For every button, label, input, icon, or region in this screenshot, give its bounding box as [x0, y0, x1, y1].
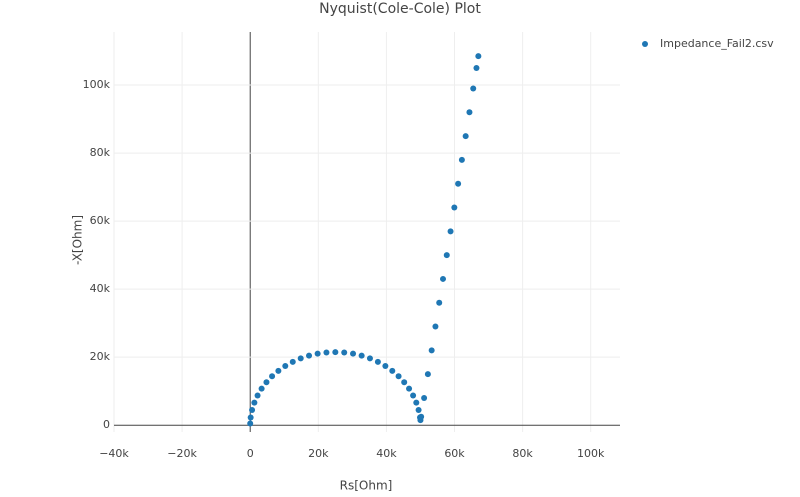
point — [395, 373, 402, 380]
point — [350, 350, 357, 357]
point — [410, 392, 417, 399]
point — [247, 414, 254, 421]
point — [418, 413, 425, 420]
point — [415, 406, 422, 413]
point — [406, 385, 413, 392]
y-tick-label: 60k — [90, 214, 111, 227]
point — [314, 350, 321, 357]
point — [247, 420, 254, 427]
point — [332, 349, 339, 356]
y-tick-label: 0 — [103, 418, 110, 431]
point — [458, 156, 465, 163]
x-tick-label: −20k — [167, 447, 197, 460]
point — [451, 204, 458, 211]
point — [297, 355, 304, 362]
point — [389, 367, 396, 374]
point — [439, 275, 446, 282]
point — [443, 252, 450, 259]
chart-title: Nyquist(Cole-Cole) Plot — [319, 1, 481, 17]
x-axis-title: Rs[Ohm] — [340, 479, 393, 493]
point — [473, 65, 480, 72]
x-tick-label: 60k — [444, 447, 465, 460]
point — [251, 399, 258, 406]
point — [258, 385, 265, 392]
point — [475, 53, 482, 60]
x-tick-label: 40k — [376, 447, 397, 460]
point — [366, 355, 373, 362]
point — [254, 392, 261, 399]
point — [275, 367, 282, 374]
point — [447, 228, 454, 235]
y-tick-label: 100k — [83, 78, 111, 91]
point — [306, 352, 313, 359]
point — [436, 299, 443, 306]
point — [249, 406, 256, 413]
point — [269, 373, 276, 380]
point — [470, 85, 477, 92]
point — [358, 352, 365, 359]
point — [462, 133, 469, 140]
point — [466, 109, 473, 116]
point — [263, 379, 270, 386]
point — [374, 358, 381, 365]
point — [424, 371, 431, 378]
point — [421, 394, 428, 401]
y-tick-label: 20k — [90, 350, 111, 363]
x-tick-label: −40k — [99, 447, 129, 460]
point — [323, 349, 330, 356]
y-tick-label: 80k — [90, 146, 111, 159]
point — [382, 363, 389, 370]
x-tick-label: 80k — [512, 447, 533, 460]
y-axis-title: -X[Ohm] — [71, 215, 85, 265]
point — [341, 349, 348, 356]
point — [428, 347, 435, 354]
point — [413, 399, 420, 406]
point — [455, 180, 462, 187]
point — [432, 323, 439, 330]
x-tick-label: 0 — [247, 447, 254, 460]
legend-marker — [642, 41, 648, 47]
point — [289, 358, 296, 365]
point — [401, 379, 408, 386]
point — [282, 363, 289, 370]
x-tick-label: 100k — [577, 447, 605, 460]
legend-label: Impedance_Fail2.csv — [660, 37, 774, 50]
x-tick-label: 20k — [308, 447, 329, 460]
y-tick-label: 40k — [90, 282, 111, 295]
